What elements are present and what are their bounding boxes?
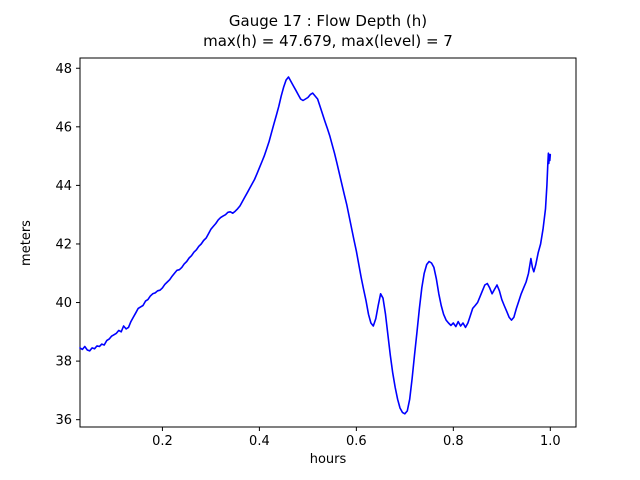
chart-subtitle: max(h) = 47.679, max(level) = 7 — [203, 32, 453, 50]
plot-area: 0.2 0.4 0.6 0.8 1.0 36 38 40 42 44 46 48 — [55, 57, 577, 449]
x-tick-label: 0.8 — [443, 434, 464, 449]
x-tick-label: 1.0 — [540, 434, 561, 449]
x-tick-label: 0.2 — [152, 434, 173, 449]
series-line-flow-depth-h — [79, 76, 552, 415]
y-tick-label: 38 — [55, 355, 72, 370]
chart-title: Gauge 17 : Flow Depth (h) — [229, 12, 427, 30]
y-tick-label: 40 — [55, 296, 72, 311]
y-tick-label: 44 — [55, 179, 72, 194]
x-tick-label: 0.6 — [346, 434, 367, 449]
y-tick-label: 48 — [55, 62, 72, 77]
y-tick-label: 42 — [55, 237, 72, 252]
x-axis-label: hours — [310, 452, 347, 467]
y-tick-label: 36 — [55, 413, 72, 428]
axes-frame — [79, 57, 577, 428]
y-tick-label: 46 — [55, 120, 72, 135]
x-tick-label: 0.4 — [249, 434, 270, 449]
y-axis-label: meters — [19, 220, 34, 266]
